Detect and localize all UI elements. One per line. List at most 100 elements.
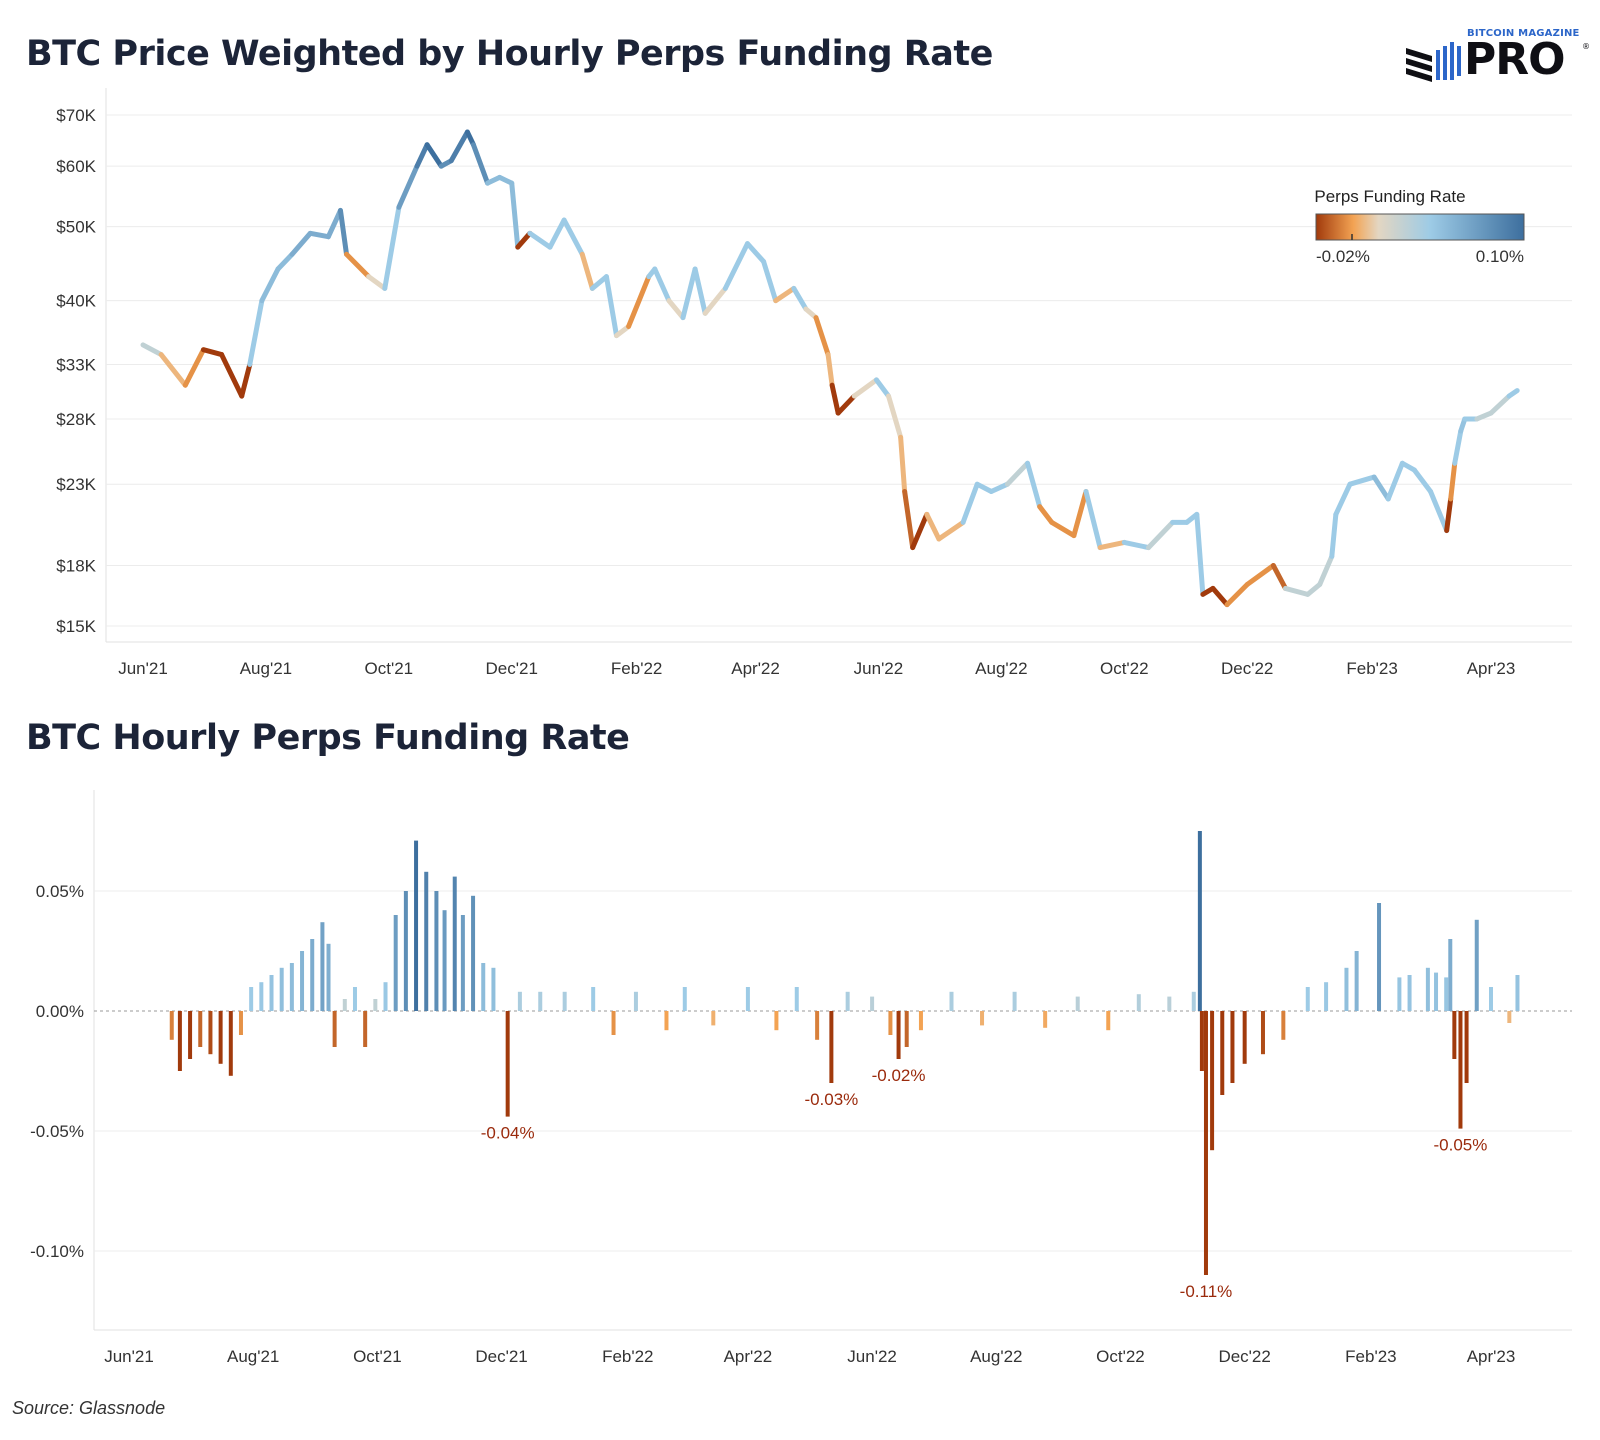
funding-bar bbox=[829, 1011, 834, 1083]
price-line-segment bbox=[791, 285, 809, 312]
price-line-segment bbox=[626, 274, 652, 329]
price-line-segment bbox=[902, 488, 916, 551]
funding-bar bbox=[794, 987, 799, 1011]
funding-bar bbox=[1324, 982, 1329, 1011]
price-line-segment bbox=[924, 511, 942, 542]
top-x-tick-label: Feb'22 bbox=[611, 659, 662, 678]
top-y-tick-label: $33K bbox=[56, 355, 96, 374]
price-line-segment bbox=[851, 377, 879, 399]
top-y-tick-label: $28K bbox=[56, 410, 96, 429]
legend-color-ramp bbox=[1315, 213, 1525, 241]
funding-bar bbox=[870, 996, 875, 1011]
funding-bar bbox=[218, 1011, 223, 1064]
funding-bar bbox=[269, 975, 274, 1011]
logo-line2: PRO bbox=[1464, 34, 1566, 85]
funding-bar bbox=[591, 987, 596, 1011]
price-line-segment bbox=[1448, 460, 1458, 502]
top-x-tick-label: Jun'22 bbox=[854, 659, 904, 678]
funding-bar bbox=[228, 1011, 233, 1076]
price-line-segment bbox=[1452, 428, 1464, 466]
funding-bar bbox=[1444, 977, 1449, 1011]
price-line-segment bbox=[1333, 481, 1353, 517]
price-line-segment bbox=[470, 142, 491, 186]
funding-bar bbox=[1191, 991, 1196, 1011]
funding-bar bbox=[949, 991, 954, 1011]
price-line-segment bbox=[219, 352, 245, 399]
price-line-segment bbox=[1506, 388, 1520, 399]
price-line-segment bbox=[344, 251, 372, 280]
price-line-segment bbox=[974, 481, 994, 494]
funding-bar bbox=[403, 891, 408, 1011]
bottom-y-tick-label: 0.00% bbox=[36, 1002, 84, 1021]
funding-bar bbox=[393, 915, 398, 1011]
funding-annotation-label: -0.05% bbox=[1434, 1136, 1488, 1155]
price-line-segment bbox=[960, 481, 980, 525]
logo-line1: BITCOIN MAGAZINE bbox=[1467, 28, 1580, 39]
top-x-tick-label: Feb'23 bbox=[1346, 659, 1397, 678]
funding-bar bbox=[980, 1011, 985, 1026]
funding-bar bbox=[1452, 1011, 1457, 1059]
funding-bar bbox=[1075, 996, 1080, 1011]
price-line-segment bbox=[773, 285, 797, 304]
price-line-segment bbox=[448, 129, 470, 164]
bottom-x-tick-label: Apr'22 bbox=[724, 1347, 773, 1366]
price-line-segment bbox=[1385, 460, 1405, 502]
top-chart-title: BTC Price Weighted by Hourly Perps Fundi… bbox=[26, 34, 993, 74]
price-line-segment bbox=[275, 251, 295, 272]
top-x-tick-label: Dec'21 bbox=[486, 659, 538, 678]
price-line-segment bbox=[547, 217, 567, 250]
bottom-x-tick-label: Jun'22 bbox=[847, 1347, 897, 1366]
funding-bar bbox=[904, 1011, 909, 1047]
price-line-segment bbox=[200, 347, 225, 358]
funding-bar bbox=[888, 1011, 893, 1035]
funding-bar bbox=[332, 1011, 337, 1047]
funding-bar bbox=[1397, 977, 1402, 1011]
top-x-tick-label: Aug'22 bbox=[975, 659, 1027, 678]
funding-bar bbox=[169, 1011, 174, 1040]
funding-annotation-label: -0.11% bbox=[1180, 1282, 1233, 1301]
funding-bar bbox=[1242, 1011, 1247, 1064]
funding-bar bbox=[373, 999, 378, 1011]
funding-bar bbox=[1448, 939, 1453, 1011]
bottom-x-tick-label: Aug'22 bbox=[970, 1347, 1022, 1366]
price-line-segment bbox=[182, 347, 206, 388]
price-line-segment bbox=[1210, 585, 1230, 608]
price-line-segment bbox=[652, 266, 672, 304]
bitcoin-magazine-pro-logo: BITCOIN MAGAZINE PRO ® bbox=[1404, 26, 1590, 86]
bottom-x-tick-label: Aug'21 bbox=[227, 1347, 279, 1366]
top-x-tick-label: Oct'21 bbox=[365, 659, 414, 678]
funding-bar bbox=[1407, 975, 1412, 1011]
price-line-segment bbox=[1194, 511, 1206, 597]
price-line-segment bbox=[898, 434, 908, 494]
bottom-x-tick-label: Dec'22 bbox=[1218, 1347, 1270, 1366]
funding-bar bbox=[1354, 951, 1359, 1011]
top-y-tick-label: $50K bbox=[56, 218, 96, 237]
price-line-segment bbox=[158, 352, 188, 388]
funding-bar bbox=[845, 991, 850, 1011]
price-line-segment bbox=[1145, 519, 1176, 551]
funding-bar bbox=[188, 1011, 193, 1059]
funding-bar bbox=[1474, 919, 1479, 1011]
price-line-segment bbox=[722, 241, 750, 291]
funding-bar bbox=[326, 943, 331, 1011]
funding-bar bbox=[505, 1011, 510, 1117]
funding-bar bbox=[562, 991, 567, 1011]
price-line-segment bbox=[1049, 519, 1077, 539]
price-line-segment bbox=[382, 204, 402, 291]
legend-min-label: -0.02% bbox=[1316, 247, 1370, 266]
price-line-segment bbox=[1411, 467, 1434, 494]
funding-bar bbox=[342, 999, 347, 1011]
funding-bar bbox=[1434, 972, 1439, 1011]
funding-bar bbox=[1458, 1011, 1463, 1129]
funding-bar bbox=[1260, 1011, 1265, 1055]
bottom-x-tick-label: Apr'23 bbox=[1467, 1347, 1516, 1366]
price-line-segment bbox=[744, 241, 767, 265]
price-line-segment bbox=[761, 259, 779, 304]
funding-bar bbox=[1507, 1011, 1512, 1023]
top-y-tick-label: $60K bbox=[56, 157, 96, 176]
price-line-segment bbox=[589, 274, 609, 291]
price-line-segment bbox=[1037, 504, 1055, 525]
top-y-tick-label: $23K bbox=[56, 475, 96, 494]
funding-bar bbox=[491, 967, 496, 1011]
